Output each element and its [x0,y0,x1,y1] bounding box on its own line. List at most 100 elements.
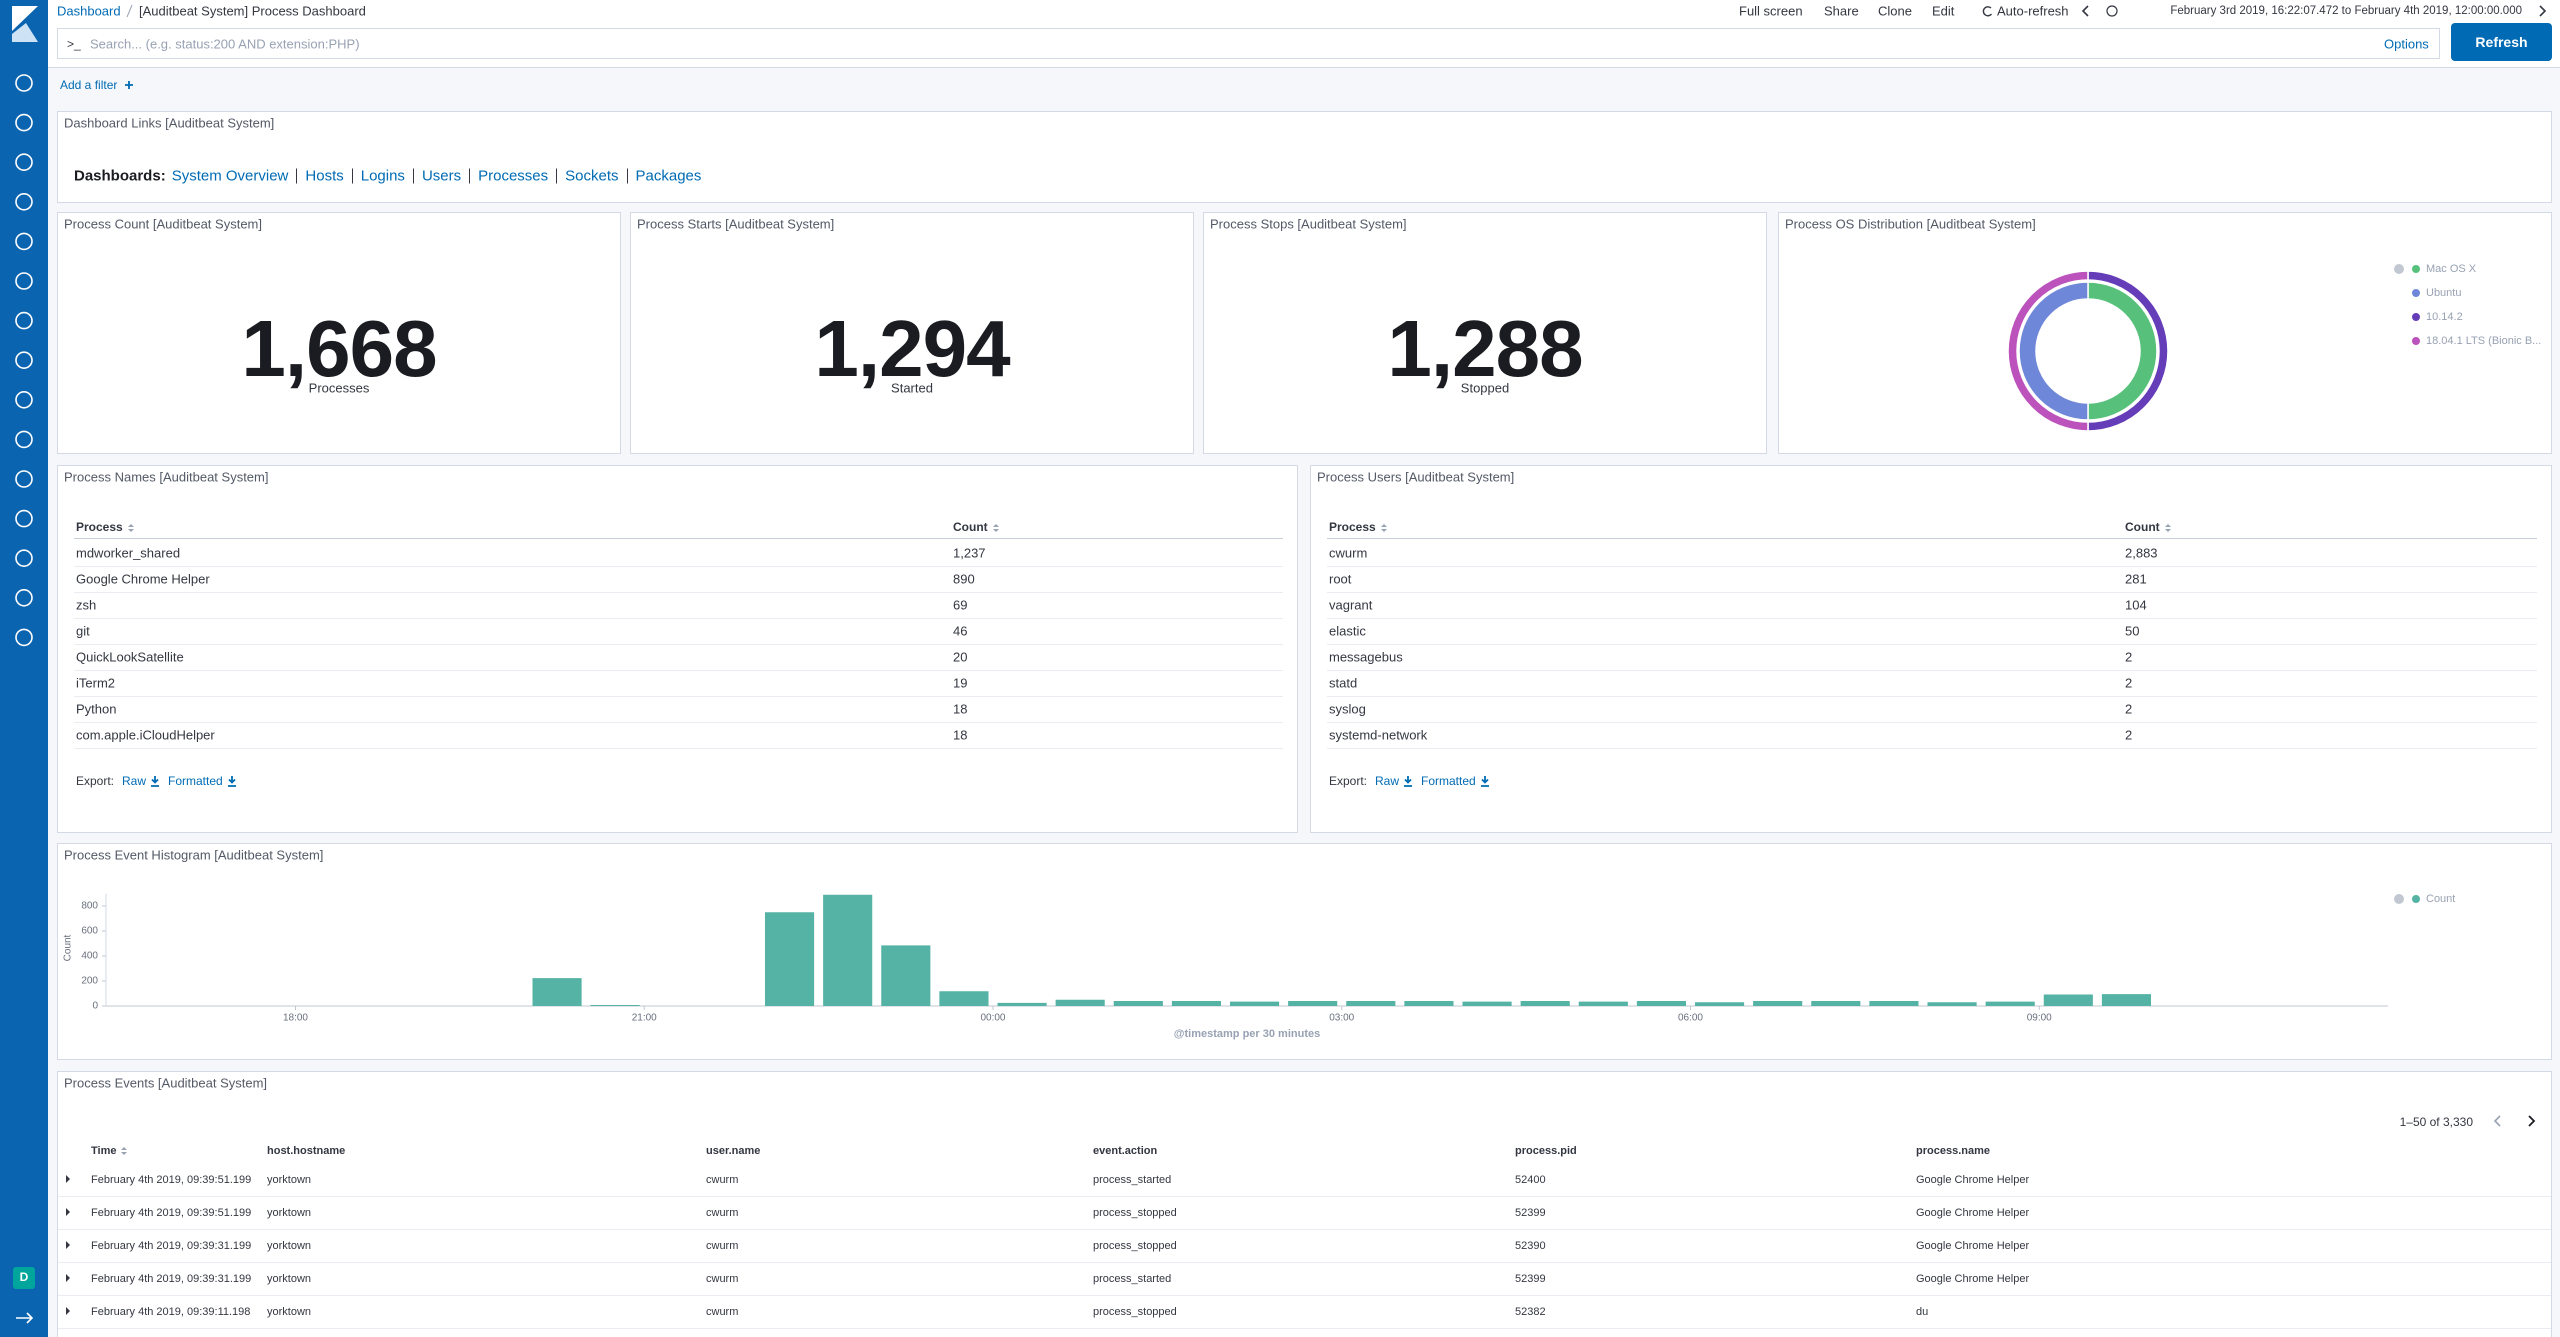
sort-up [992,523,999,527]
links-label: Dashboards: [74,167,166,185]
table-cell: 2 [2125,701,2133,717]
metric-label: Processes [308,380,370,396]
dashboard-link[interactable]: Hosts [305,167,344,185]
table-cell: com.apple.iCloudHelper [76,727,215,743]
panel-title: Process Event Histogram [Auditbeat Syste… [64,847,324,863]
events-cell: 52400 [1515,1174,1546,1186]
row-rule [74,566,1283,567]
table-cell: 2,883 [2125,545,2158,561]
sort-down [992,528,999,532]
top-menu-item[interactable]: Clone [1878,3,1912,19]
metric-panel: Process Starts [Auditbeat System] 1,294 St… [630,212,1194,454]
refresh-label[interactable]: Refresh [2475,34,2528,50]
metric-panel: Process Stops [Auditbeat System] 1,288 Sto… [1203,212,1767,454]
panel-title: Process Users [Auditbeat System] [1317,469,1515,485]
time-range[interactable]: February 3rd 2019, 16:22:07.472 to Febru… [2170,5,2522,17]
download-icon [151,776,160,788]
table-cell: mdworker_shared [76,545,181,561]
sort-icon [992,523,999,532]
events-header[interactable]: process.pid [1515,1145,1577,1157]
table-cell: 2 [2125,727,2133,743]
add-filter-plus [125,81,133,89]
table-cell: syslog [1329,701,1366,717]
events-cell: cwurm [706,1273,739,1285]
row-rule [74,696,1283,697]
row-rule [1327,566,2537,567]
breadcrumb-link[interactable]: Dashboard [57,3,121,19]
top-menu-item[interactable]: Edit [1932,3,1955,19]
row-rule [74,618,1283,619]
download-icon [1404,776,1413,788]
sort-up [1380,523,1387,527]
events-header[interactable]: event.action [1093,1145,1158,1157]
top-menu-item[interactable]: Auto-refresh [1997,3,2069,19]
table-cell: 2 [2125,675,2133,691]
export-raw[interactable]: Raw [122,774,160,788]
metric-value: 1,668 [241,304,437,393]
export-raw[interactable]: Raw [1375,774,1413,788]
row-rule [74,670,1283,671]
histogram-panel: Process Event Histogram [Auditbeat Syste… [57,843,2552,1060]
events-header[interactable]: host.hostname [267,1145,346,1157]
events-cell: 52399 [1515,1207,1546,1219]
sort-icon [121,1147,128,1156]
dashboard-link[interactable]: Processes [478,167,549,185]
events-cell: yorktown [267,1273,312,1285]
link-separator [626,168,628,184]
search-box[interactable] [57,28,2440,59]
panel-title: Process OS Distribution [Auditbeat Syste… [1785,216,2036,232]
table-panel: Process Names [Auditbeat System] Process C… [57,465,1298,833]
table-cell: 18 [953,727,968,743]
table-cell: git [76,623,90,639]
panel-title: Process Names [Auditbeat System] [64,469,269,485]
add-filter[interactable]: Add a filter [60,78,118,92]
table-cell: QuickLookSatellite [76,649,184,665]
sort-up [121,1147,128,1151]
events-cell: cwurm [706,1207,739,1219]
dashboard-link[interactable]: System Overview [171,167,289,185]
table-cell: 46 [953,623,968,639]
events-cell: yorktown [267,1306,312,1318]
row-rule [1327,670,2537,671]
table-panel: Process Users [Auditbeat System] Process C… [1310,465,2552,833]
table-cell: 1,237 [953,545,986,561]
table-header[interactable]: Count [2125,520,2172,534]
row-rule [1327,748,2537,749]
search-options[interactable]: Options [2384,36,2429,52]
dashboard-link[interactable]: Packages [635,167,702,185]
link-separator [412,168,414,184]
table-cell: statd [1329,675,1358,691]
table-header[interactable]: Process [76,520,135,534]
events-header[interactable]: user.name [706,1145,761,1157]
table-header[interactable]: Process [1329,520,1388,534]
panel-title: Process Starts [Auditbeat System] [637,216,835,232]
dashboard-link[interactable]: Sockets [565,167,619,185]
events-cell: yorktown [267,1207,312,1219]
row-rule [1327,722,2537,723]
sort-icon [1380,523,1387,532]
events-cell: yorktown [267,1174,312,1186]
download-arrow [151,776,160,788]
table-cell: iTerm2 [76,675,116,691]
export-formatted[interactable]: Formatted [168,774,237,788]
dashboard-link[interactable]: Logins [360,167,405,185]
sort-up [127,523,134,527]
top-menu-item[interactable]: Share [1824,3,1859,19]
search-placeholder: Search... (e.g. status:200 AND extension… [90,36,360,52]
table-cell: systemd-network [1329,727,1428,743]
table-cell: 19 [953,675,968,691]
dashboard-link[interactable]: Users [421,167,462,185]
events-header[interactable]: Time [91,1145,128,1157]
events-header[interactable]: process.name [1916,1145,1990,1157]
table-cell: 104 [2125,597,2147,613]
top-menu-item[interactable]: Full screen [1739,3,1803,19]
events-cell: cwurm [706,1174,739,1186]
download-arrow [1404,776,1413,788]
table-cell: root [1329,571,1352,587]
table-header[interactable]: Count [953,520,1000,534]
refresh-button[interactable]: Refresh [2451,23,2552,61]
events-cell: 52399 [1515,1273,1546,1285]
export-formatted[interactable]: Formatted [1421,774,1490,788]
events-row-rule [58,1295,2551,1296]
download-icon [1480,776,1489,788]
